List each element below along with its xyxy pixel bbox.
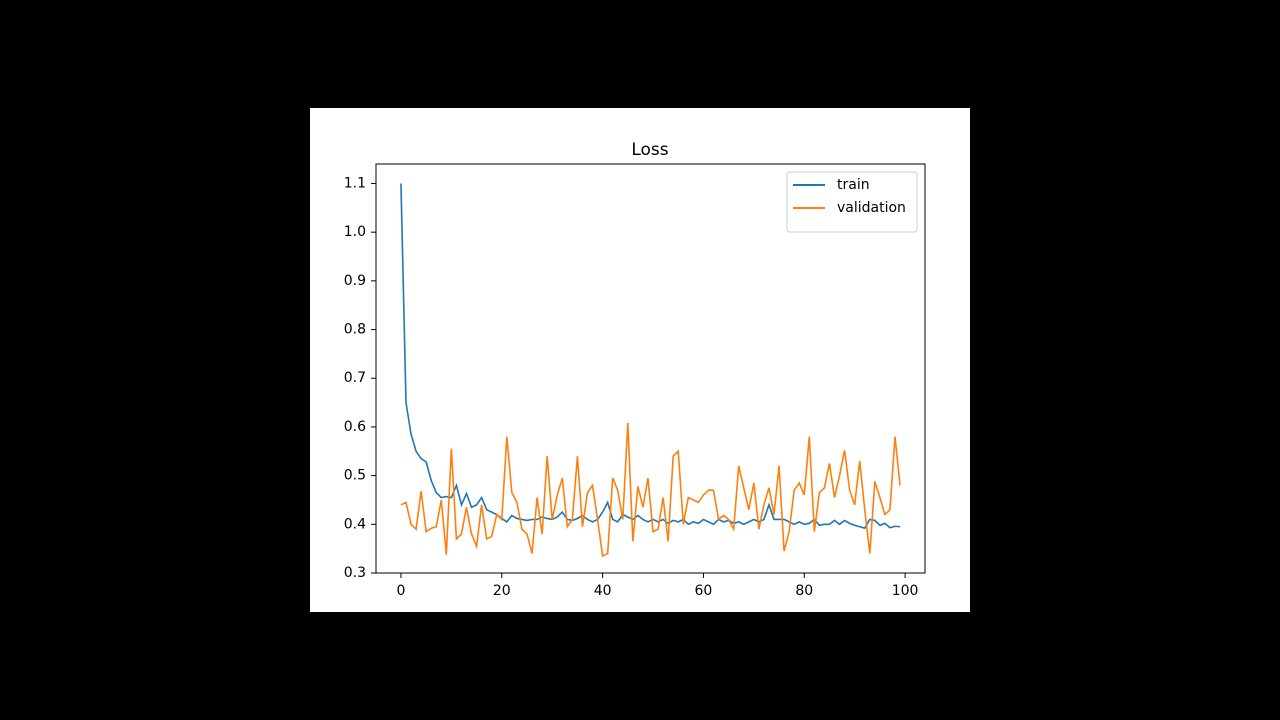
line-series	[400, 183, 901, 530]
x-tick-label: 40	[594, 583, 612, 599]
x-tick-label: 100	[892, 583, 919, 599]
plot-frame	[375, 163, 926, 574]
y-tick-label: 0.4	[344, 516, 366, 532]
y-tick-label: 0.9	[344, 273, 366, 289]
legend-box	[786, 171, 918, 233]
x-tick-label: 20	[493, 583, 511, 599]
legend-label: train	[837, 177, 870, 193]
y-tick-label: 0.3	[344, 565, 366, 581]
x-tick-label: 0	[396, 583, 405, 599]
y-tick-label: 0.8	[344, 322, 366, 338]
y-tick-label: 1.1	[344, 175, 366, 191]
x-tick-label: 60	[695, 583, 713, 599]
legend-label: validation	[837, 200, 906, 216]
y-tick-label: 0.5	[344, 468, 366, 484]
y-tick-label: 1.0	[344, 224, 366, 240]
y-tick-label: 0.6	[344, 419, 366, 435]
y-tick-label: 0.7	[344, 370, 366, 386]
x-tick-label: 80	[795, 583, 813, 599]
chart-title: Loss	[631, 140, 668, 160]
line-series	[400, 422, 901, 558]
